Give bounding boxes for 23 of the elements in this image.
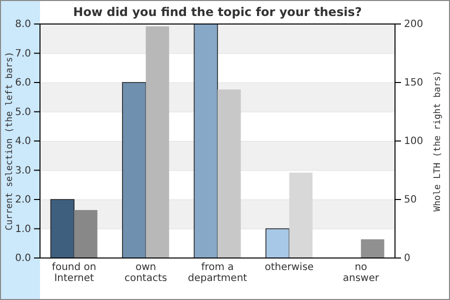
x-tick-label: otherwise [264, 262, 314, 273]
y-tick-label: 8.0 [15, 19, 31, 30]
x-tick-label: found on Internet [52, 262, 96, 284]
y2-axis-title: Whole LTH (the right bars) [433, 70, 443, 212]
y-tick-label: 5.0 [15, 106, 31, 118]
y-tick-label: 3.0 [15, 165, 31, 176]
x-tick-label: no answer [342, 262, 380, 284]
chart-title: How did you find the topic for your thesis? [73, 5, 362, 19]
y2-tick-label: 150 [404, 78, 424, 89]
y2-tick-label: 100 [404, 136, 424, 148]
y-tick-label: 4.0 [15, 136, 31, 148]
y2-tick-label: 50 [404, 194, 417, 206]
bar [360, 239, 384, 258]
y-tick-label: 7.0 [15, 48, 31, 60]
y-axis-title: Current selection (the left bars) [5, 52, 15, 230]
y-tick-label: 0.0 [15, 253, 31, 264]
y2-tick-label: 200 [404, 19, 424, 30]
y-tick-label: 2.0 [15, 194, 31, 206]
y2-tick-label: 0 [404, 253, 410, 264]
y-tick-label: 6.0 [15, 78, 31, 89]
x-tick-label: from a department [188, 262, 248, 284]
x-tick-label: own contacts [124, 262, 168, 284]
y-tick-label: 1.0 [15, 224, 31, 235]
